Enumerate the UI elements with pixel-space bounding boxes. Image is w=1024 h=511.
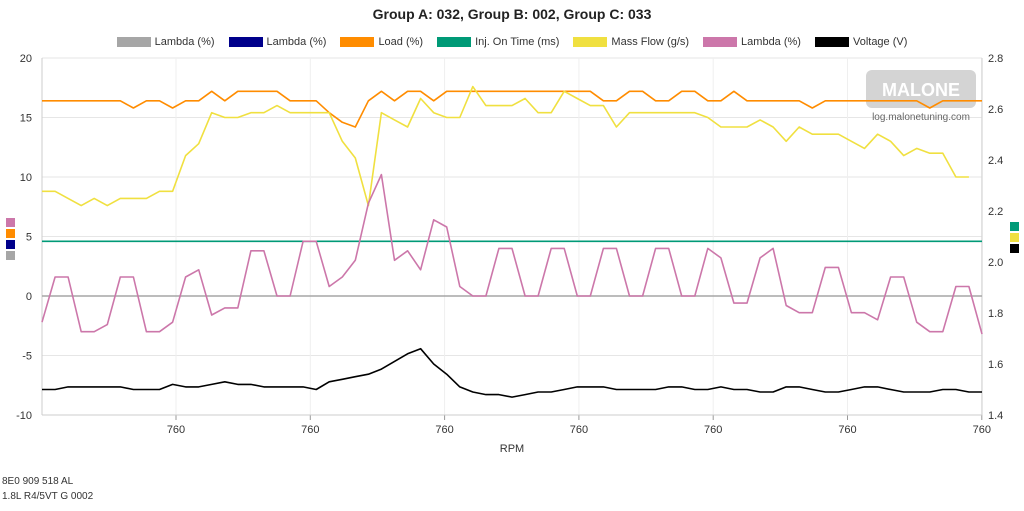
left-series-marker (6, 218, 15, 227)
y-left-tick-label: 5 (26, 232, 32, 244)
right-series-marker (1010, 244, 1019, 253)
legend-label: Load (%) (378, 36, 424, 48)
legend-swatch (703, 37, 738, 47)
chart-title: Group A: 032, Group B: 002, Group C: 033 (372, 6, 652, 22)
footer-line1: 8E0 909 518 AL (2, 476, 74, 487)
y-left-tick-label: -5 (22, 351, 32, 363)
left-series-marker (6, 240, 15, 249)
legend-item[interactable]: Mass Flow (g/s) (573, 36, 689, 48)
legend-swatch (573, 37, 608, 47)
y-left-tick-label: 20 (20, 53, 32, 65)
y-right-tick-label: 1.4 (988, 410, 1003, 422)
legend-item[interactable]: Lambda (%) (228, 36, 327, 48)
legend-label: Mass Flow (g/s) (611, 36, 690, 48)
x-tick-label: 760 (838, 424, 856, 436)
legend-swatch (116, 37, 151, 47)
right-series-marker (1010, 222, 1019, 231)
series-line (42, 347, 982, 398)
left-series-marker (6, 229, 15, 238)
legend-label: Voltage (V) (852, 36, 908, 48)
y-right-tick-label: 2.6 (988, 104, 1003, 116)
legend-item[interactable]: Voltage (V) (814, 36, 908, 48)
y-right-tick-label: 1.8 (988, 308, 1003, 320)
legend-label: Lambda (%) (266, 36, 327, 48)
y-left-tick-label: 15 (20, 113, 32, 125)
right-series-marker (1010, 233, 1019, 242)
y-right-tick-label: 2.0 (988, 257, 1003, 269)
legend-swatch (814, 37, 849, 47)
watermark-logo-text: MALONE (882, 80, 960, 100)
legend-item[interactable]: Load (%) (340, 36, 423, 48)
x-axis-label: RPM (500, 443, 524, 455)
legend-label: Lambda (%) (154, 36, 215, 48)
legend-item[interactable]: Lambda (%) (703, 36, 801, 48)
x-tick-label: 760 (973, 424, 991, 436)
legend-label: Inj. On Time (ms) (475, 36, 560, 48)
legend-swatch (228, 37, 263, 47)
legend: Lambda (%) Lambda (%) Load (%) Inj. On Time… (0, 36, 1024, 48)
y-right-tick-label: 2.4 (988, 155, 1003, 167)
legend-label: Lambda (%) (741, 36, 801, 48)
watermark-url: log.malonetuning.com (872, 112, 970, 123)
y-left-tick-label: 10 (20, 172, 32, 184)
legend-swatch (437, 37, 472, 47)
legend-item[interactable]: Lambda (%) (116, 36, 215, 48)
x-tick-label: 760 (704, 424, 722, 436)
y-right-tick-label: 1.6 (988, 359, 1003, 371)
y-right-tick-label: 2.2 (988, 206, 1003, 218)
footer-line2: 1.8L R4/5VT G 0002 (2, 491, 94, 502)
y-right-tick-label: 2.8 (988, 53, 1003, 65)
watermark-logo (866, 70, 976, 108)
x-tick-label: 760 (301, 424, 319, 436)
series-line (41, 173, 983, 335)
x-tick-label: 760 (435, 424, 453, 436)
y-left-tick-label: 0 (26, 291, 32, 303)
series-line (42, 85, 969, 207)
left-series-marker (6, 251, 15, 260)
x-tick-label: 760 (167, 424, 185, 436)
legend-item[interactable]: Inj. On Time (ms) (437, 36, 559, 48)
series-line (42, 90, 982, 128)
y-left-tick-label: -10 (16, 410, 32, 422)
x-tick-label: 760 (570, 424, 588, 436)
legend-swatch (340, 37, 375, 47)
